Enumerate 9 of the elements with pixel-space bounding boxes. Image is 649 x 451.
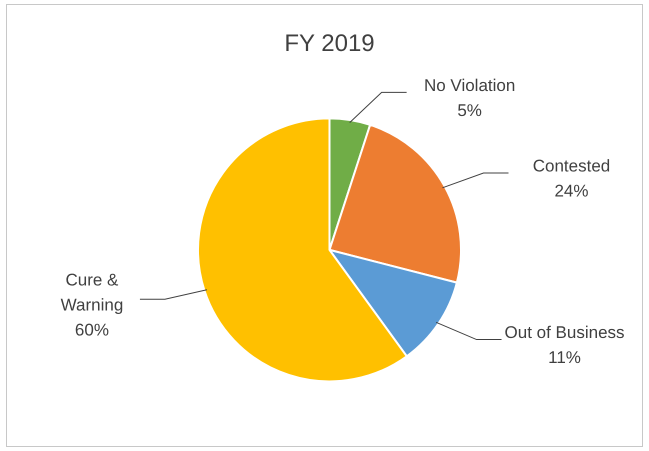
slice-label: Out of Business <box>504 323 625 342</box>
data-label: 11% <box>548 348 581 368</box>
data-label: 24% <box>554 182 589 201</box>
slice-label: Contested <box>532 156 610 176</box>
chart-title: FY 2019 <box>284 30 375 58</box>
slice-label: No Violation <box>424 76 516 96</box>
slice-label: Cure & Warning <box>60 270 124 314</box>
data-label: 5% <box>457 101 482 120</box>
data-label: 60% <box>74 320 109 340</box>
